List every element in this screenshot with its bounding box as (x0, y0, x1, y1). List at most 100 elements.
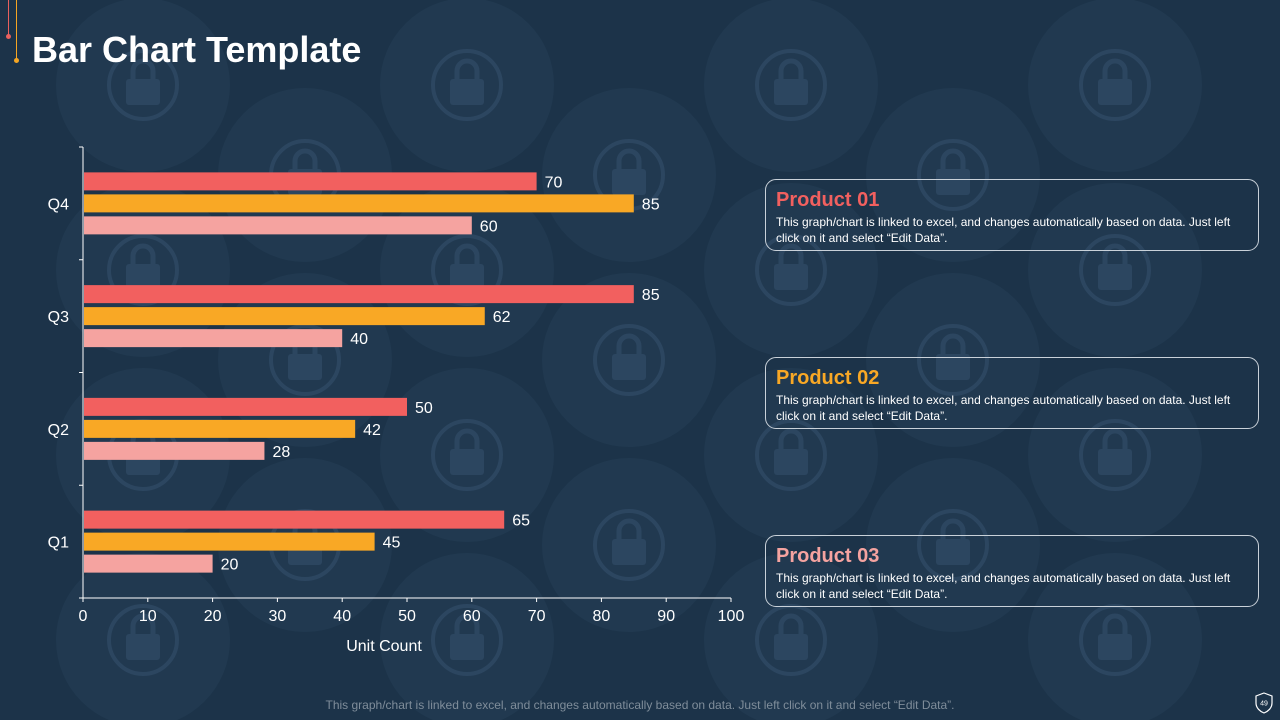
pattern-ring (917, 509, 989, 581)
page-title: Bar Chart Template (32, 29, 362, 70)
pattern-ring (107, 49, 179, 121)
lock-icon (1028, 183, 1202, 357)
pattern-ring (593, 324, 665, 396)
lock-shackle (130, 243, 156, 264)
lock-body (450, 79, 484, 105)
lock-body (1098, 449, 1132, 475)
x-tick-label: 20 (204, 608, 222, 625)
lock-body (1098, 264, 1132, 290)
pattern-ring (1079, 419, 1151, 491)
x-tick-label: 30 (269, 608, 287, 625)
x-tick-label: 40 (333, 608, 351, 625)
product-01-description: This graph/chart is linked to excel, and… (776, 215, 1231, 245)
pattern-ring (431, 49, 503, 121)
pattern-ring (431, 234, 503, 306)
y-tick-label: Q4 (48, 196, 69, 213)
lock-icon (56, 553, 230, 720)
lock-body (450, 264, 484, 290)
bar-product-01-q2 (84, 397, 407, 416)
lock-shackle (778, 428, 804, 449)
lock-body (126, 264, 160, 290)
product-02-title: Product 02 (776, 367, 880, 389)
y-tick-label: Q1 (48, 535, 69, 552)
lock-icon (704, 183, 878, 357)
lock-icon (866, 88, 1040, 262)
lock-icon (866, 458, 1040, 632)
x-tick-label: 90 (657, 608, 675, 625)
lock-shackle (940, 148, 966, 169)
product-03-description: This graph/chart is linked to excel, and… (776, 571, 1231, 601)
lock-shackle (292, 148, 318, 169)
data-label: 65 (512, 513, 530, 530)
bar-product-01-q1 (84, 510, 505, 529)
data-label: 85 (642, 196, 660, 213)
lock-icon (704, 368, 878, 542)
data-label: 45 (383, 535, 401, 552)
lock-shackle (1102, 58, 1128, 79)
lock-shackle (1102, 428, 1128, 449)
data-label: 40 (350, 331, 368, 348)
lock-body (936, 169, 970, 195)
x-axis-label: Unit Count (346, 638, 422, 655)
lock-icon (380, 553, 554, 720)
bar-product-03-q2 (84, 441, 265, 460)
y-tick-label: Q2 (48, 422, 69, 439)
y-tick-label: Q3 (48, 309, 69, 326)
decorative-dot (14, 58, 19, 63)
data-label: 70 (545, 174, 563, 191)
lock-icon (542, 88, 716, 262)
lock-shackle (616, 333, 642, 354)
page-number: 49 (1260, 701, 1268, 708)
lock-icon (704, 0, 878, 172)
lock-shackle (130, 58, 156, 79)
data-label: 62 (493, 309, 511, 326)
bar-product-03-q3 (84, 329, 343, 348)
lock-shackle (616, 148, 642, 169)
lock-shackle (616, 518, 642, 539)
lock-shackle (454, 58, 480, 79)
lock-body (936, 354, 970, 380)
x-tick-label: 10 (139, 608, 157, 625)
product-01-title: Product 01 (776, 189, 880, 211)
x-tick-label: 100 (718, 608, 745, 625)
lock-icon (56, 0, 230, 172)
pattern-ring (755, 234, 827, 306)
lock-icon (1028, 368, 1202, 542)
data-label: 60 (480, 218, 498, 235)
lock-body (1098, 79, 1132, 105)
data-label: 50 (415, 400, 433, 417)
bar-product-03-q1 (84, 554, 213, 573)
bar-product-02-q1 (84, 532, 375, 551)
lock-icon (866, 273, 1040, 447)
lock-shackle (940, 333, 966, 354)
page-number-badge: 49 (1255, 692, 1273, 714)
lock-icon (1028, 0, 1202, 172)
lock-body (288, 354, 322, 380)
lock-shackle (454, 243, 480, 264)
lock-body (450, 449, 484, 475)
lock-shackle (778, 613, 804, 634)
data-label: 28 (272, 444, 290, 461)
lock-shackle (940, 518, 966, 539)
lock-body (612, 539, 646, 565)
lock-shackle (1102, 243, 1128, 264)
bar-product-01-q3 (84, 285, 634, 304)
lock-body (612, 169, 646, 195)
pattern-ring (755, 419, 827, 491)
bar-product-01-q4 (84, 172, 537, 191)
decorative-line (16, 0, 17, 60)
lock-body (1098, 634, 1132, 660)
lock-body (774, 79, 808, 105)
data-label: 42 (363, 422, 381, 439)
x-tick-label: 50 (398, 608, 416, 625)
pattern-ring (1079, 234, 1151, 306)
shield-icon (1255, 692, 1273, 714)
pattern-ring (107, 604, 179, 676)
product-03-title: Product 03 (776, 545, 880, 567)
pattern-ring (431, 604, 503, 676)
pattern-ring (1079, 49, 1151, 121)
lock-body (774, 449, 808, 475)
lock-shackle (778, 243, 804, 264)
lock-shackle (1102, 613, 1128, 634)
